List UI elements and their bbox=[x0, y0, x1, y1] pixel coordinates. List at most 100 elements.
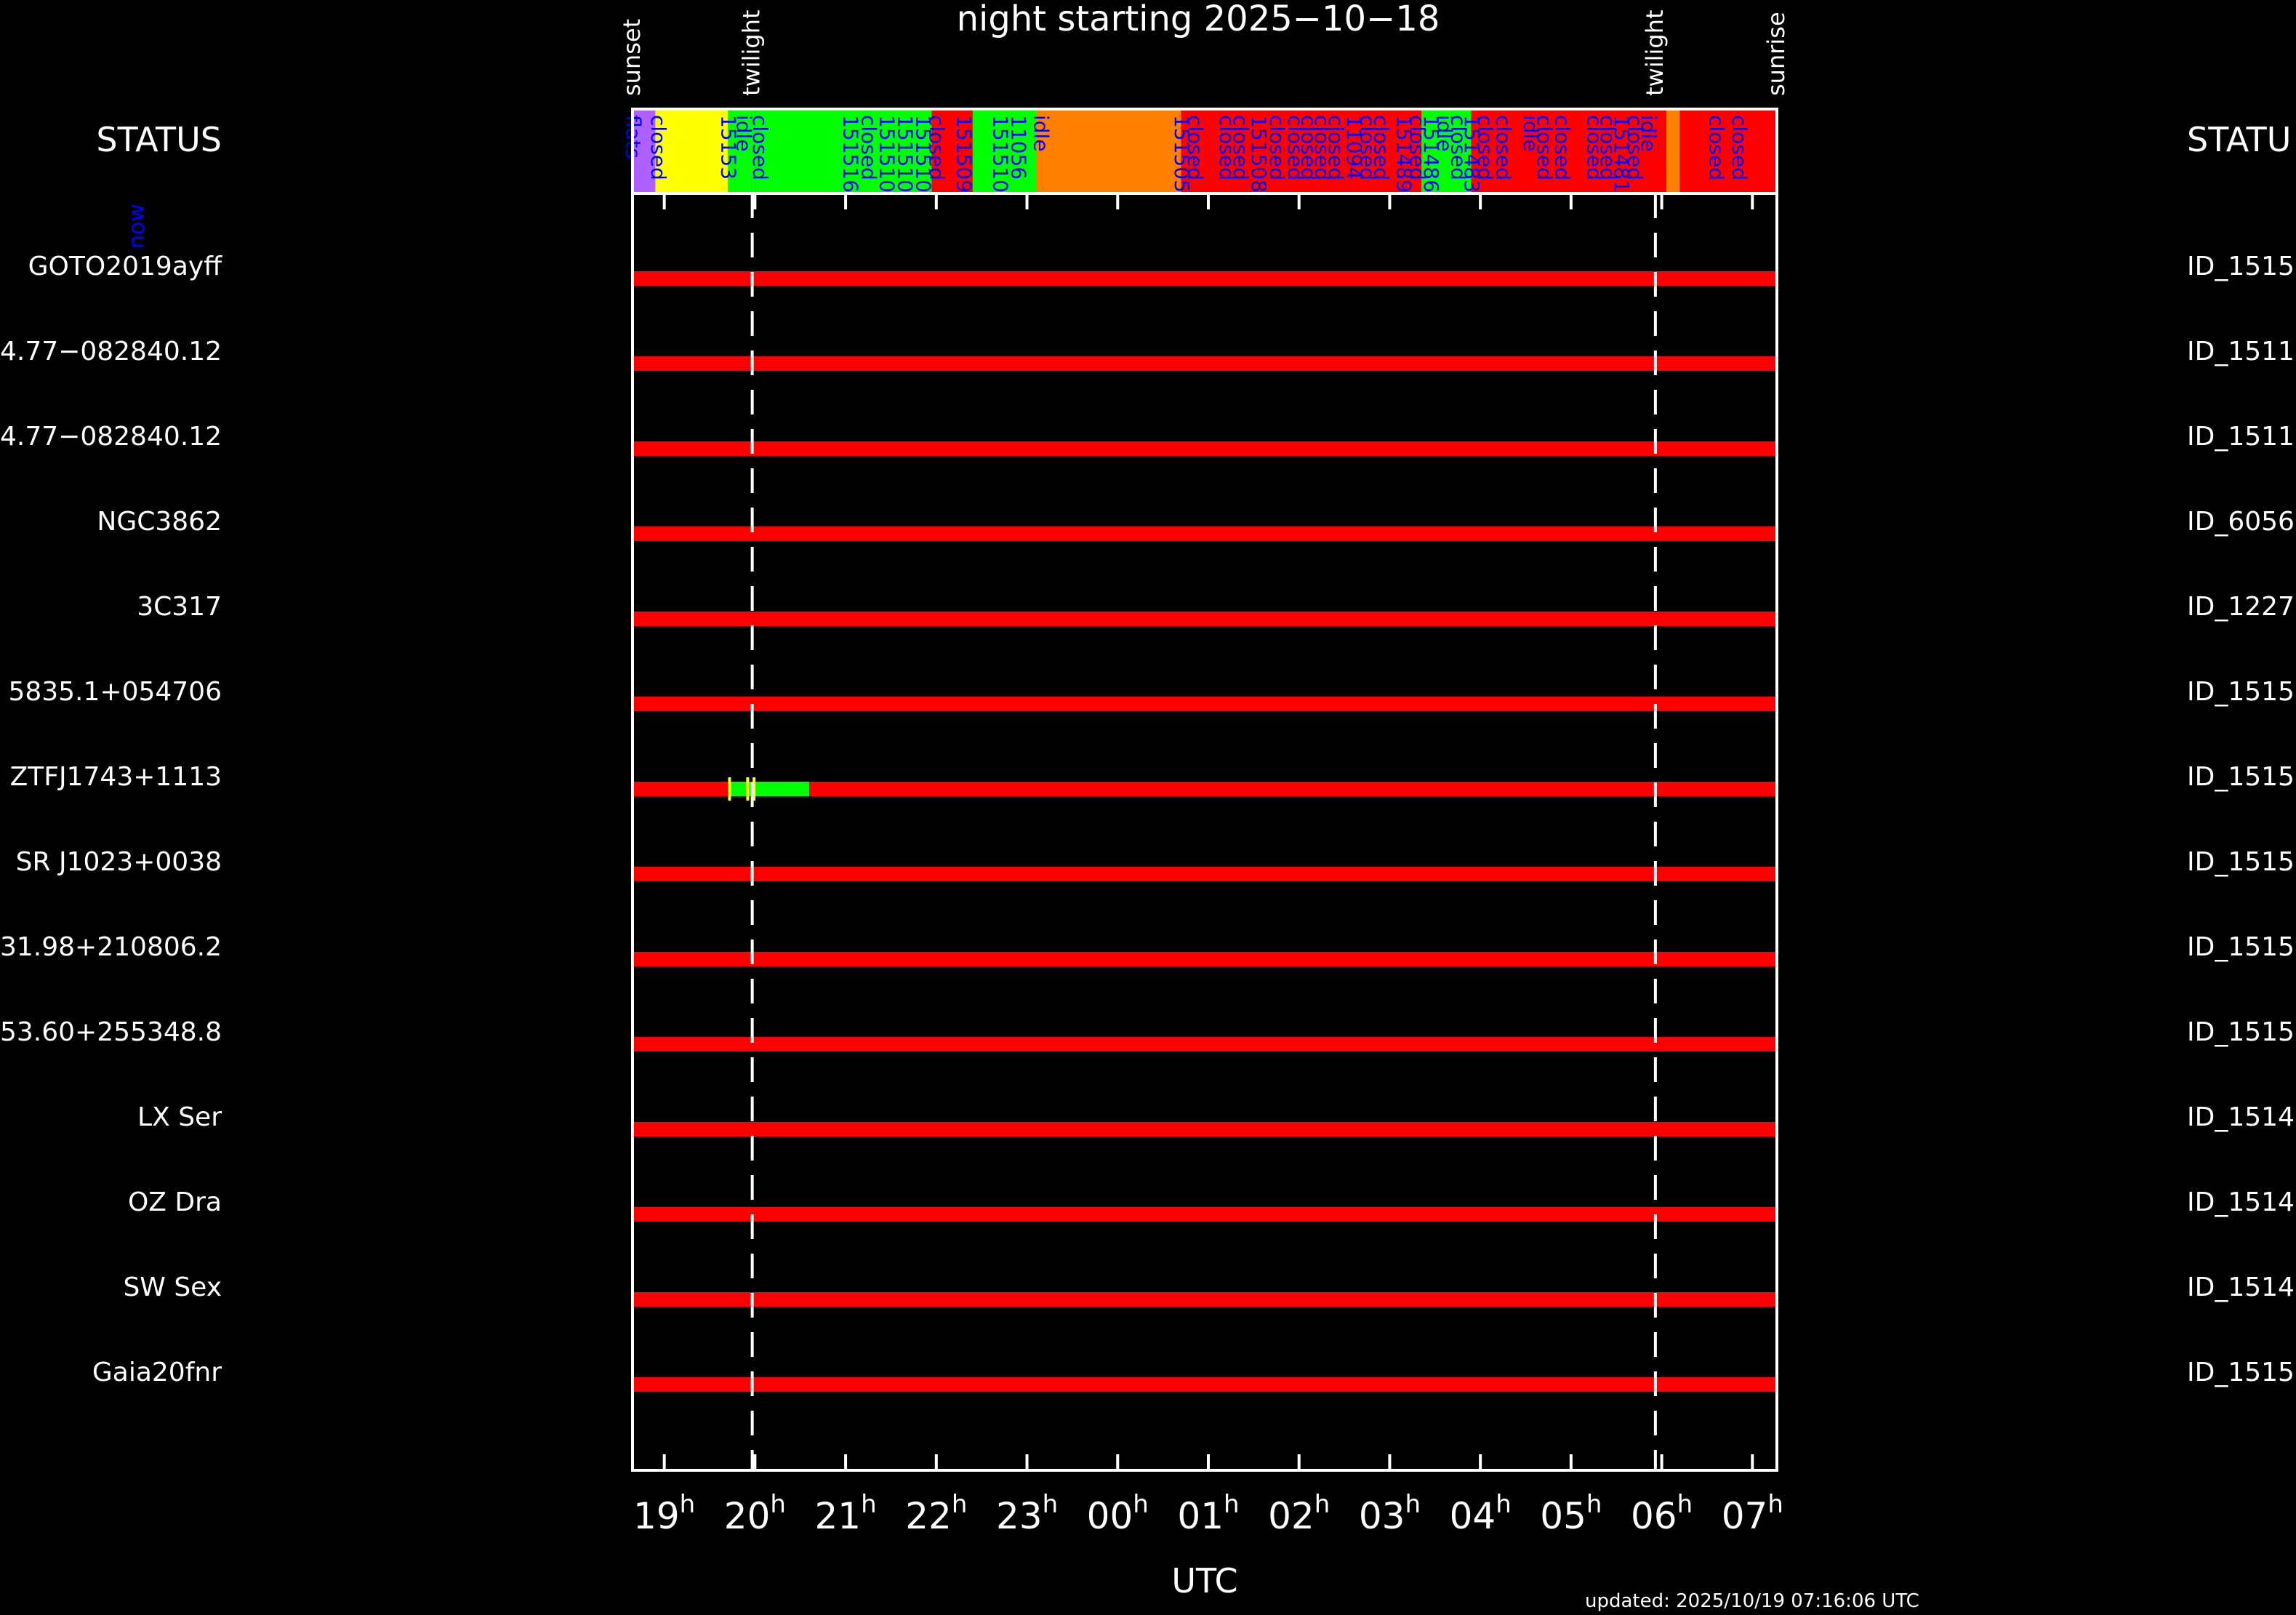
status-label: idle bbox=[1637, 115, 1661, 152]
status-label: 151510 bbox=[875, 115, 899, 193]
status-label: closed bbox=[1474, 115, 1498, 180]
event-label: twilight bbox=[1641, 9, 1669, 96]
target-id: ID_1514 bbox=[2187, 1273, 2295, 1302]
target-id: ID_1515 bbox=[2187, 1017, 2295, 1047]
x-tick-label: 01h bbox=[1177, 1490, 1239, 1537]
status-label: idle bbox=[731, 115, 755, 152]
status-label: closed bbox=[1705, 115, 1729, 180]
status-label: closed bbox=[1283, 115, 1307, 180]
status-label: closed bbox=[748, 115, 772, 180]
target-id: ID_1515 bbox=[2187, 677, 2295, 707]
x-tick-label: 03h bbox=[1359, 1490, 1421, 1537]
left-status-header: STATUS bbox=[96, 120, 222, 159]
target-name: 4.77−082840.12 bbox=[0, 422, 222, 452]
event-label: sunrise bbox=[1762, 12, 1790, 96]
target-name: LX Ser bbox=[137, 1102, 222, 1132]
observation-tick bbox=[728, 777, 731, 801]
status-label: closed bbox=[1551, 115, 1575, 180]
status-label: closed bbox=[925, 115, 949, 180]
target-bar-segment bbox=[633, 526, 1777, 541]
target-bar-segment bbox=[633, 271, 1777, 286]
target-name: 31.98+210806.2 bbox=[0, 932, 222, 962]
status-label: 151486 bbox=[1419, 115, 1443, 193]
x-axis-tick-labels: 19h 20h 21h 22h 23h 00h 01h 02h 03h 04h 05h 06h 07h bbox=[633, 1490, 1783, 1537]
target-id: ID_1515 bbox=[2187, 847, 2295, 877]
target-bar-segment bbox=[633, 612, 1777, 626]
target-bar-segment bbox=[729, 782, 810, 796]
target-name: 53.60+255348.8 bbox=[0, 1017, 222, 1047]
target-bars bbox=[633, 271, 1777, 1392]
status-strip bbox=[633, 109, 1777, 193]
target-id-labels: ID_1515 ID_1511 ID_1511 ID_6056 ID_1227 ID_15… bbox=[2187, 252, 2295, 1387]
status-block bbox=[1666, 109, 1680, 193]
status-label: idle bbox=[1029, 115, 1053, 152]
target-name: OZ Dra bbox=[128, 1187, 222, 1217]
status-label: closed bbox=[1623, 115, 1647, 180]
target-id: ID_1227 bbox=[2187, 592, 2295, 622]
status-block bbox=[1181, 109, 1422, 193]
twilight-lines bbox=[750, 193, 1657, 1470]
status-label: closed bbox=[1215, 115, 1239, 180]
x-tick-label: 04h bbox=[1450, 1490, 1512, 1537]
status-label: closed bbox=[1229, 115, 1253, 180]
x-axis-label: UTC bbox=[1171, 1561, 1237, 1600]
target-name: SW Sex bbox=[123, 1273, 222, 1302]
x-tick-label: 23h bbox=[996, 1490, 1058, 1537]
status-label: 151510 bbox=[988, 115, 1012, 193]
x-tick-label: 06h bbox=[1631, 1490, 1693, 1537]
status-label: 151508 bbox=[1247, 115, 1271, 193]
target-bar-segment bbox=[633, 356, 1777, 371]
right-status-header: STATU bbox=[2187, 120, 2291, 159]
target-bar-segment bbox=[633, 697, 1777, 711]
status-label: closed bbox=[646, 115, 670, 180]
event-label: sunset bbox=[618, 19, 646, 96]
x-tick-label: 07h bbox=[1722, 1490, 1783, 1537]
status-label: closed bbox=[1405, 115, 1429, 180]
status-label: closed bbox=[1727, 115, 1751, 180]
target-bar-segment bbox=[633, 1122, 1777, 1137]
target-id: ID_1515 bbox=[2187, 1358, 2295, 1387]
status-block bbox=[1036, 109, 1181, 193]
now-marker-label: now bbox=[124, 204, 150, 249]
target-name: 3C317 bbox=[137, 592, 222, 622]
target-name: GOTO2019ayff bbox=[28, 252, 223, 281]
x-tick-label: 19h bbox=[633, 1490, 695, 1537]
status-label: 11056 bbox=[1006, 115, 1030, 180]
target-name: NGC3862 bbox=[97, 507, 222, 537]
target-name: SR J1023+0038 bbox=[16, 847, 222, 877]
chart-title: night starting 2025−10−18 bbox=[957, 0, 1440, 39]
target-bar-segment bbox=[633, 782, 730, 796]
status-label: closed bbox=[1533, 115, 1557, 180]
status-block bbox=[1421, 109, 1472, 193]
observation-tick bbox=[746, 777, 750, 801]
status-label: 151510 bbox=[911, 115, 935, 193]
plot-frame bbox=[631, 192, 1778, 1472]
status-label: 15153 bbox=[716, 115, 740, 180]
target-id: ID_6056 bbox=[2187, 507, 2295, 537]
status-label: closed bbox=[1596, 115, 1620, 180]
target-bar-segment bbox=[633, 1292, 1777, 1307]
status-label: 11094 bbox=[1342, 115, 1366, 180]
status-block bbox=[655, 109, 728, 193]
x-axis-ticks bbox=[662, 193, 1754, 1470]
status-block bbox=[633, 109, 656, 193]
target-bar-segment bbox=[809, 782, 1777, 796]
status-label: idle bbox=[1433, 115, 1457, 152]
status-label: closed bbox=[1369, 115, 1393, 180]
status-label: closed bbox=[1492, 115, 1516, 180]
target-bar-segment bbox=[633, 1377, 1777, 1392]
target-bar-segment bbox=[633, 1207, 1777, 1222]
target-bar-segment bbox=[633, 441, 1777, 456]
x-tick-label: 21h bbox=[815, 1490, 877, 1537]
status-block bbox=[1679, 109, 1777, 193]
target-bar-segment bbox=[633, 1037, 1777, 1051]
status-label: 151516 bbox=[839, 115, 863, 193]
target-name: Gaia20fnr bbox=[92, 1358, 222, 1387]
updated-timestamp: updated: 2025/10/19 07:16:06 UTC bbox=[1585, 1590, 1919, 1612]
status-label: closed bbox=[1265, 115, 1289, 180]
target-name: ZTFJ1743+1113 bbox=[10, 762, 222, 792]
status-label: 151509 bbox=[952, 115, 976, 193]
